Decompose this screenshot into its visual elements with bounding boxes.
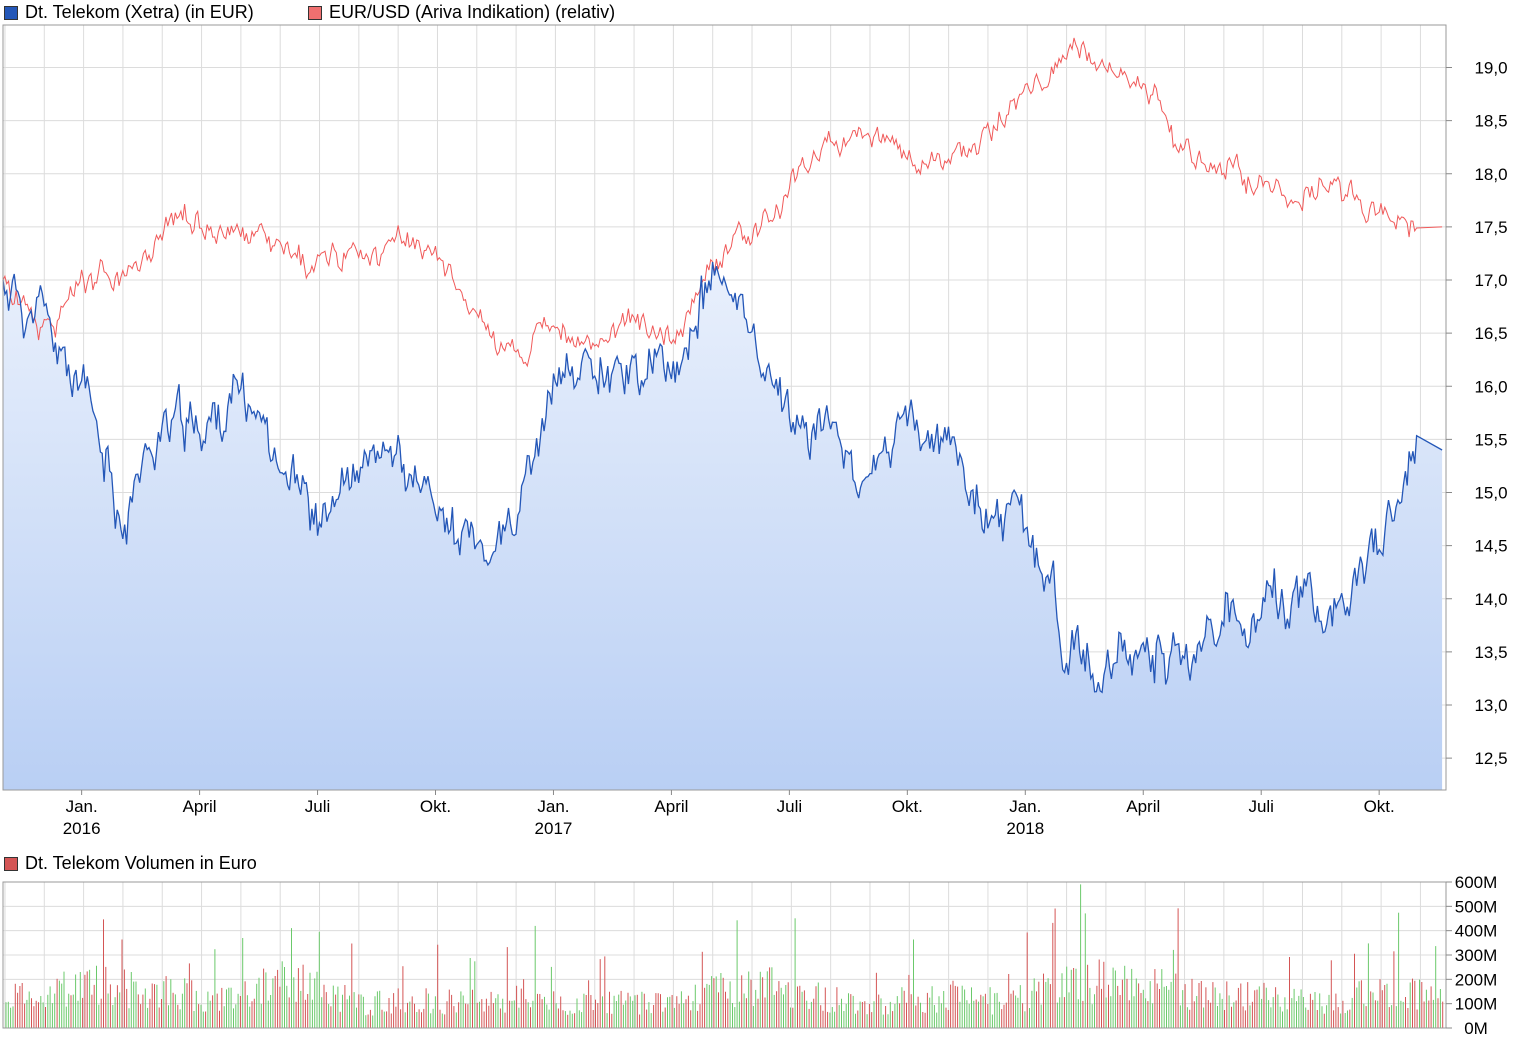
legend-swatch-volume [4, 856, 18, 871]
price-y-tick-label: 15,0 [1474, 484, 1507, 503]
price-y-tick-label: 12,5 [1474, 749, 1507, 768]
price-x-tick-label: April [1126, 797, 1160, 816]
price-x-tick-label: Okt. [1364, 797, 1395, 816]
volume-y-tick-label: 200M [1455, 970, 1498, 989]
price-x-tick-label: Okt. [892, 797, 923, 816]
legend-swatch-telekom [4, 5, 18, 20]
price-y-tick-label: 13,5 [1474, 643, 1507, 662]
price-x-tick-label: Okt. [420, 797, 451, 816]
price-x-year-label: 2018 [1006, 819, 1044, 838]
price-y-tick-label: 16,0 [1474, 377, 1507, 396]
price-y-axis: 12,5 13,0 13,5 14,0 14,5 15,0 15,5 16,0 16,5 17,0… [1446, 59, 1508, 768]
price-y-tick-label: 14,0 [1474, 590, 1507, 609]
volume-y-tick-label: 0M [1464, 1019, 1488, 1038]
price-y-tick-label: 13,0 [1474, 696, 1507, 715]
legend-eurusd: EUR/USD (Ariva Indikation) (relativ) [308, 2, 615, 23]
legend-telekom: Dt. Telekom (Xetra) (in EUR) [4, 2, 254, 23]
price-lines [2, 37, 1443, 694]
price-frame [2, 24, 1447, 791]
volume-y-tick-label: 600M [1455, 873, 1498, 892]
price-y-tick-label: 19,0 [1474, 59, 1507, 78]
price-y-tick-label: 18,0 [1474, 165, 1507, 184]
price-y-tick-label: 17,0 [1474, 271, 1507, 290]
legend-label-telekom: Dt. Telekom (Xetra) (in EUR) [25, 2, 254, 22]
legend-swatch-eurusd [308, 5, 322, 20]
price-x-tick-label: Juli [305, 797, 331, 816]
series-line-eurusd [2, 37, 1443, 368]
price-y-tick-label: 18,5 [1474, 112, 1507, 131]
price-x-tick-label: Juli [1248, 797, 1274, 816]
price-x-tick-label: Jan. [1009, 797, 1041, 816]
price-x-tick-label: Jan. [537, 797, 569, 816]
price-plot-frame [2, 24, 1447, 791]
legend-label-eurusd: EUR/USD (Ariva Indikation) (relativ) [329, 2, 616, 22]
volume-y-tick-label: 100M [1455, 995, 1498, 1014]
series-line-telekom [2, 262, 1443, 694]
price-x-year-label: 2016 [63, 819, 101, 838]
telekom-area-fill [3, 262, 1443, 791]
price-y-tick-label: 17,5 [1474, 218, 1507, 237]
price-x-tick-label: Jan. [66, 797, 98, 816]
price-x-tick-label: Juli [777, 797, 803, 816]
price-x-tick-label: April [183, 797, 217, 816]
price-x-year-label: 2017 [535, 819, 573, 838]
legend-volume: Dt. Telekom Volumen in Euro [4, 853, 257, 874]
price-y-tick-label: 14,5 [1474, 537, 1507, 556]
price-x-axis: Jan. 2016 April Juli Okt. Jan. 2017 April Juli Ok… [63, 790, 1395, 838]
volume-y-tick-label: 300M [1455, 946, 1498, 965]
volume-y-axis: 0M 100M 200M 300M 400M 500M 600M [1446, 873, 1497, 1038]
price-y-tick-label: 16,5 [1474, 324, 1507, 343]
volume-bars [5, 884, 1444, 1028]
volume-y-tick-label: 400M [1455, 922, 1498, 941]
price-x-tick-label: April [654, 797, 688, 816]
legend-label-volume: Dt. Telekom Volumen in Euro [25, 853, 257, 873]
volume-y-tick-label: 500M [1455, 897, 1498, 916]
price-y-tick-label: 15,5 [1474, 430, 1507, 449]
price-area [3, 262, 1443, 791]
